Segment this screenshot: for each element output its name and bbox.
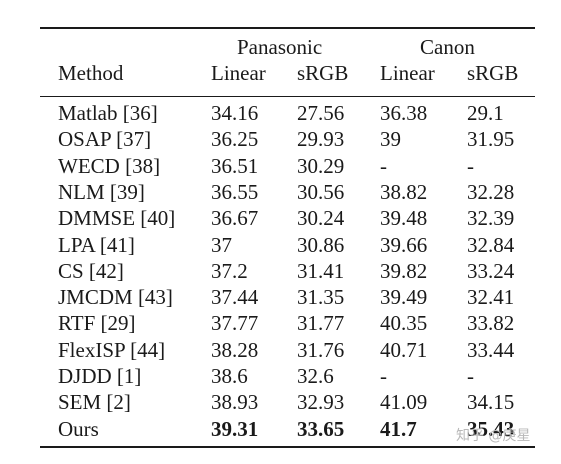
top-rule xyxy=(40,27,535,29)
cell-panasonic-srgb: 32.6 xyxy=(297,364,334,388)
cell-canon-srgb: - xyxy=(467,364,474,388)
column-header-canon-linear: Linear xyxy=(380,61,435,85)
cell-canon-linear: 41.09 xyxy=(380,390,428,415)
cell-panasonic-linear: 34.16 xyxy=(211,101,259,125)
cell-canon-linear: 40.35 xyxy=(380,311,428,336)
watermark: 知乎 @庚星 xyxy=(456,428,531,444)
cell-panasonic-linear: 37.44 xyxy=(211,285,259,310)
column-header-panasonic-linear: Linear xyxy=(211,61,266,85)
cell-canon-linear: 39.48 xyxy=(380,206,428,231)
cell-panasonic-linear: 37.77 xyxy=(211,311,259,336)
cell-panasonic-srgb: 29.93 xyxy=(297,127,345,152)
cell-canon-srgb: - xyxy=(467,153,474,178)
cell-panasonic-linear: 38.93 xyxy=(211,390,259,415)
cell-canon-linear: 39.49 xyxy=(380,285,428,310)
cell-panasonic-srgb: 31.41 xyxy=(297,258,345,283)
cell-panasonic-srgb: 30.56 xyxy=(297,179,345,204)
column-header-method: Method xyxy=(58,61,124,85)
cell-panasonic-linear: 36.67 xyxy=(211,206,259,231)
cell-canon-linear: 39.66 xyxy=(380,232,428,257)
cell-panasonic-srgb: 30.24 xyxy=(297,206,345,231)
cell-canon-linear: 38.82 xyxy=(380,179,428,204)
bottom-rule xyxy=(40,446,535,448)
cell-canon-srgb: 33.44 xyxy=(467,337,515,362)
cell-canon-srgb: 29.1 xyxy=(467,101,504,125)
cell-panasonic-linear: 36.55 xyxy=(211,179,259,204)
cell-canon-linear: - xyxy=(380,153,387,178)
cell-panasonic-srgb: 31.76 xyxy=(297,337,345,362)
cell-panasonic-linear: 37 xyxy=(211,232,232,257)
cell-canon-linear: 40.71 xyxy=(380,337,428,362)
cell-method: RTF [29] xyxy=(58,311,136,336)
header-rule xyxy=(40,96,535,97)
cell-canon-linear: 41.7 xyxy=(380,416,417,441)
cell-canon-srgb: 35.43 xyxy=(467,416,515,441)
cell-canon-srgb: 31.95 xyxy=(467,127,515,152)
cell-panasonic-linear: 39.31 xyxy=(211,416,259,441)
cell-canon-srgb: 33.82 xyxy=(467,311,515,336)
cell-method: Matlab [36] xyxy=(58,101,158,125)
column-header-panasonic-srgb: sRGB xyxy=(297,61,349,85)
cell-panasonic-linear: 36.25 xyxy=(211,127,259,152)
cell-panasonic-srgb: 32.93 xyxy=(297,390,345,415)
cell-panasonic-srgb: 33.65 xyxy=(297,416,345,441)
cell-panasonic-srgb: 31.77 xyxy=(297,311,345,336)
cell-method: FlexISP [44] xyxy=(58,337,166,362)
cell-panasonic-linear: 37.2 xyxy=(211,258,248,283)
cell-canon-linear: 39.82 xyxy=(380,258,428,283)
cell-panasonic-srgb: 31.35 xyxy=(297,285,345,310)
cell-canon-srgb: 32.41 xyxy=(467,285,515,310)
cell-method: CS [42] xyxy=(58,258,124,283)
cell-method: Ours xyxy=(58,416,99,441)
cell-method: LPA [41] xyxy=(58,232,135,257)
column-header-canon-srgb: sRGB xyxy=(467,61,519,85)
cell-panasonic-linear: 36.51 xyxy=(211,153,259,178)
cell-canon-srgb: 34.15 xyxy=(467,390,515,415)
cell-canon-srgb: 32.39 xyxy=(467,206,515,231)
group-header-canon: Canon xyxy=(420,35,475,59)
cell-panasonic-linear: 38.6 xyxy=(211,364,248,388)
cell-method: DJDD [1] xyxy=(58,364,142,388)
cell-canon-srgb: 33.24 xyxy=(467,258,515,283)
cell-method: NLM [39] xyxy=(58,179,145,204)
cell-method: JMCDM [43] xyxy=(58,285,173,310)
cell-canon-linear: 36.38 xyxy=(380,101,428,125)
cell-method: SEM [2] xyxy=(58,390,131,415)
cell-panasonic-linear: 38.28 xyxy=(211,337,259,362)
cell-method: WECD [38] xyxy=(58,153,161,178)
cell-canon-srgb: 32.28 xyxy=(467,179,515,204)
cell-canon-srgb: 32.84 xyxy=(467,232,515,257)
cell-method: DMMSE [40] xyxy=(58,206,176,231)
cell-canon-linear: - xyxy=(380,364,387,388)
cell-method: OSAP [37] xyxy=(58,127,152,152)
group-header-panasonic: Panasonic xyxy=(237,35,323,59)
cell-panasonic-srgb: 27.56 xyxy=(297,101,345,125)
cell-canon-linear: 39 xyxy=(380,127,401,152)
cell-panasonic-srgb: 30.86 xyxy=(297,232,345,257)
cell-panasonic-srgb: 30.29 xyxy=(297,153,345,178)
